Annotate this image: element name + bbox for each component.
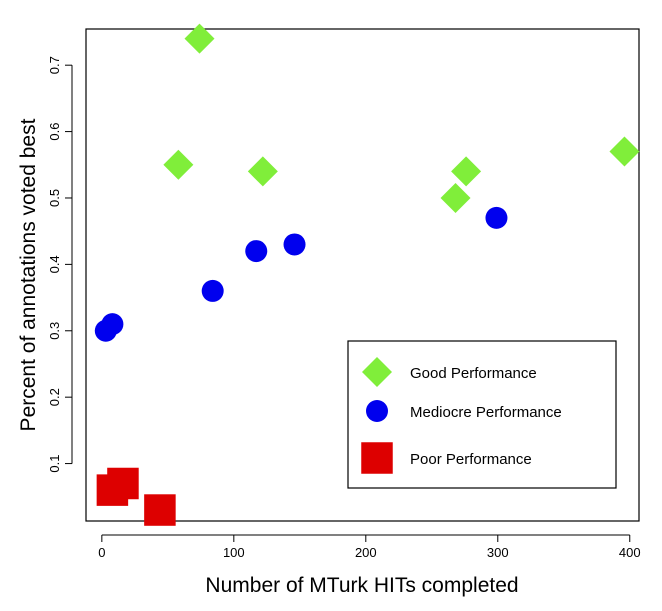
y-axis: 0.1 0.2 0.3 0.4 0.5 0.6 0.7 xyxy=(47,56,73,473)
square-point xyxy=(144,494,176,526)
x-axis-title: Number of MTurk HITs completed xyxy=(205,574,518,597)
data-points xyxy=(94,23,640,526)
legend-label: Good Performance xyxy=(410,365,537,382)
legend-label: Poor Performance xyxy=(410,451,532,468)
y-tick-label: 0.4 xyxy=(47,255,62,273)
diamond-point xyxy=(163,149,194,180)
diamond-point xyxy=(609,136,640,167)
x-tick-label: 100 xyxy=(223,545,245,560)
legend-marker-circle xyxy=(366,400,388,422)
y-tick-label: 0.5 xyxy=(47,189,62,207)
plot-frame xyxy=(85,28,640,522)
legend-marker-square xyxy=(361,442,393,474)
y-tick-label: 0.3 xyxy=(47,322,62,340)
y-axis-title: Percent of annotations voted best xyxy=(17,118,40,431)
circle-point xyxy=(485,206,508,229)
legend-box xyxy=(347,340,617,489)
diamond-point xyxy=(451,156,482,187)
diamond-point xyxy=(184,23,215,54)
x-tick-label: 400 xyxy=(619,545,641,560)
y-tick-label: 0.2 xyxy=(47,388,62,406)
diamond-point xyxy=(440,182,471,213)
x-tick-label: 0 xyxy=(98,545,105,560)
circle-point xyxy=(245,240,268,263)
x-tick-label: 300 xyxy=(487,545,509,560)
legend: Good Performance Mediocre Performance Poor… xyxy=(347,340,617,489)
circle-point xyxy=(101,313,124,336)
y-tick-label: 0.1 xyxy=(47,455,62,473)
x-axis: 0 100 200 300 400 xyxy=(98,534,641,560)
legend-marker-diamond xyxy=(362,357,392,387)
circle-point xyxy=(283,233,306,256)
y-tick-label: 0.6 xyxy=(47,123,62,141)
legend-label: Mediocre Performance xyxy=(410,404,562,421)
diamond-point xyxy=(247,156,278,187)
square-point xyxy=(107,467,139,500)
y-tick-label: 0.7 xyxy=(47,56,62,74)
x-tick-label: 200 xyxy=(355,545,377,560)
circle-point xyxy=(201,279,224,302)
